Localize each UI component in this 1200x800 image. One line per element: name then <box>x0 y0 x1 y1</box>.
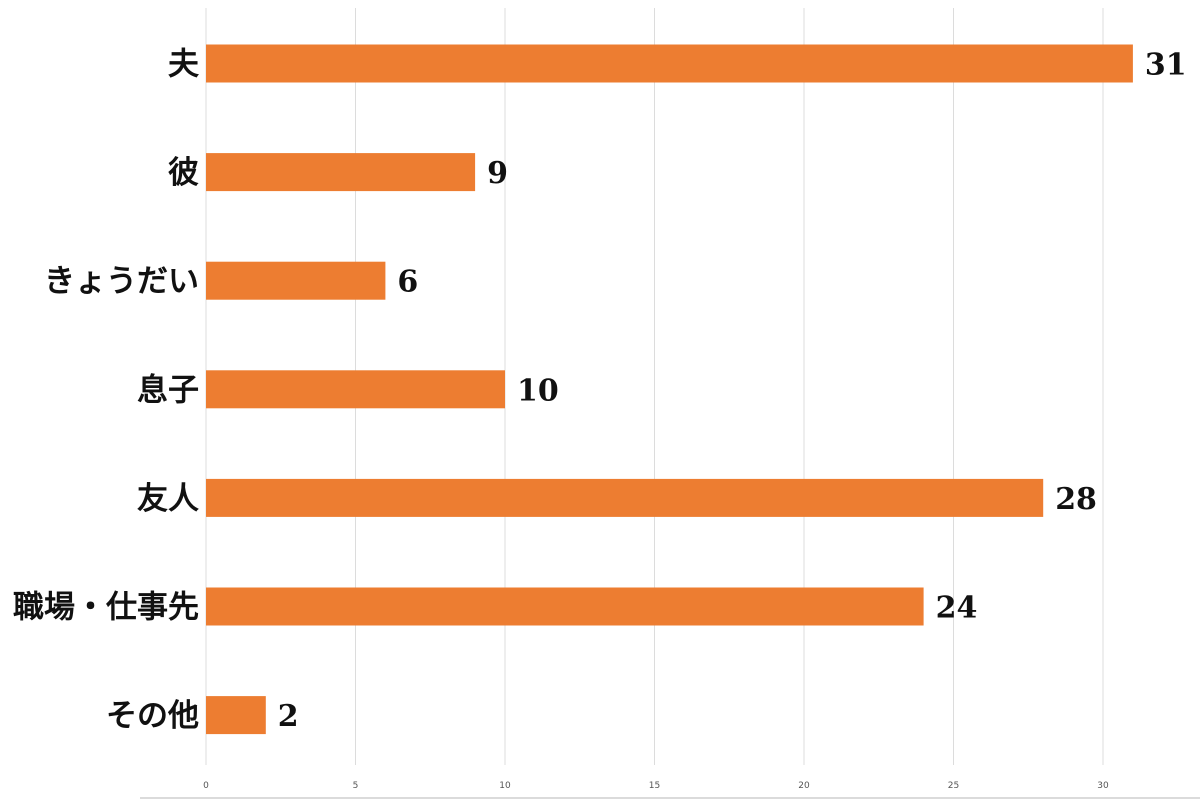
category-label: 彼 <box>168 155 199 191</box>
x-tick-label: 5 <box>353 781 359 791</box>
bar <box>206 370 505 409</box>
bars <box>206 44 1133 735</box>
bar <box>206 44 1133 83</box>
x-tick-label: 25 <box>948 781 959 791</box>
bar <box>206 587 924 626</box>
x-tick-label: 20 <box>798 781 810 791</box>
x-tick-label: 10 <box>499 781 511 791</box>
category-label: 夫 <box>168 47 200 83</box>
data-label: 9 <box>487 156 508 191</box>
data-label: 2 <box>278 699 299 734</box>
bar <box>206 153 476 192</box>
x-tick-label: 15 <box>649 781 660 791</box>
category-label: きょうだい <box>44 264 199 300</box>
category-label: 職場・仕事先 <box>13 590 199 626</box>
bar <box>206 696 266 735</box>
bar <box>206 478 1044 517</box>
data-label: 24 <box>936 591 978 626</box>
category-label: 友人 <box>137 481 199 517</box>
category-label: 息子 <box>137 372 199 408</box>
data-label: 6 <box>397 265 418 300</box>
data-label: 31 <box>1145 48 1187 83</box>
x-tick-label: 0 <box>203 781 209 791</box>
x-tick-label: 30 <box>1097 781 1109 791</box>
data-label: 10 <box>517 373 559 408</box>
x-axis-ticks: 0 5 10 15 20 25 30 <box>203 781 1109 791</box>
bar <box>206 261 386 300</box>
data-label: 28 <box>1055 482 1097 517</box>
category-label: その他 <box>106 698 199 734</box>
labels: 夫 31 彼 9 きょうだい 6 息子 10 友人 28 職場・仕事先 24 その他 2 <box>13 47 1187 735</box>
